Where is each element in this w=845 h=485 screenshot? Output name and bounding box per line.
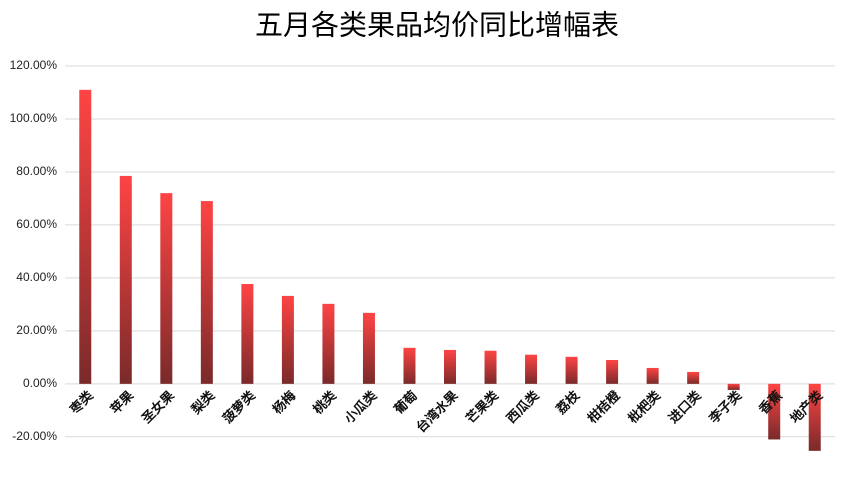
y-tick-label: 60.00% (16, 217, 57, 231)
x-tick-label: 进口类 (666, 387, 706, 427)
y-tick-label: 40.00% (16, 270, 57, 284)
bar (727, 383, 740, 390)
chart-title: 五月各类果品均价同比增幅表 (255, 9, 619, 42)
bar (281, 295, 294, 384)
bar (808, 383, 821, 451)
bar (79, 89, 92, 384)
x-tick-label: 梨类 (188, 387, 219, 418)
bar (241, 283, 254, 384)
y-tick-label: 100.00% (10, 111, 58, 125)
bar (362, 312, 375, 384)
bar (322, 303, 335, 384)
x-tick-label: 苹果 (107, 388, 137, 418)
bar (646, 367, 659, 384)
x-tick-label: 台湾水果 (413, 388, 461, 436)
y-tick-label: 120.00% (10, 58, 58, 72)
bar (606, 360, 619, 384)
bar (200, 201, 213, 384)
x-tick-label: 荔枝 (552, 387, 583, 418)
x-tick-label: 枇杷类 (625, 387, 665, 427)
x-tick-label: 西瓜类 (503, 387, 543, 427)
x-tick-label: 小瓜类 (341, 387, 381, 427)
bar (768, 383, 781, 440)
x-tick-label: 菠萝类 (220, 387, 260, 427)
x-tick-label: 地产类 (787, 387, 827, 427)
x-tick-label: 香蕉 (755, 388, 785, 418)
y-tick-label: 80.00% (16, 164, 57, 178)
bar (403, 347, 416, 384)
y-tick-label: 20.00% (16, 323, 57, 337)
x-tick-label: 芒果类 (463, 387, 503, 427)
y-tick-label: 0.00% (23, 376, 57, 390)
bar (687, 371, 700, 384)
bar (160, 193, 173, 384)
bar (444, 349, 456, 384)
x-tick-label: 桃类 (310, 387, 340, 417)
bar (525, 354, 538, 384)
bar (565, 356, 578, 384)
x-tick-label: 葡萄 (390, 388, 420, 418)
y-tick-label: -20.00% (12, 429, 57, 443)
x-tick-label: 柑桔橙 (585, 387, 625, 427)
x-tick-label: 杨梅 (269, 388, 299, 418)
x-tick-label: 李子类 (705, 387, 745, 427)
bar (119, 175, 132, 384)
bar (484, 350, 497, 384)
x-tick-label: 枣类 (66, 387, 97, 418)
x-tick-label: 圣女果 (139, 388, 178, 427)
